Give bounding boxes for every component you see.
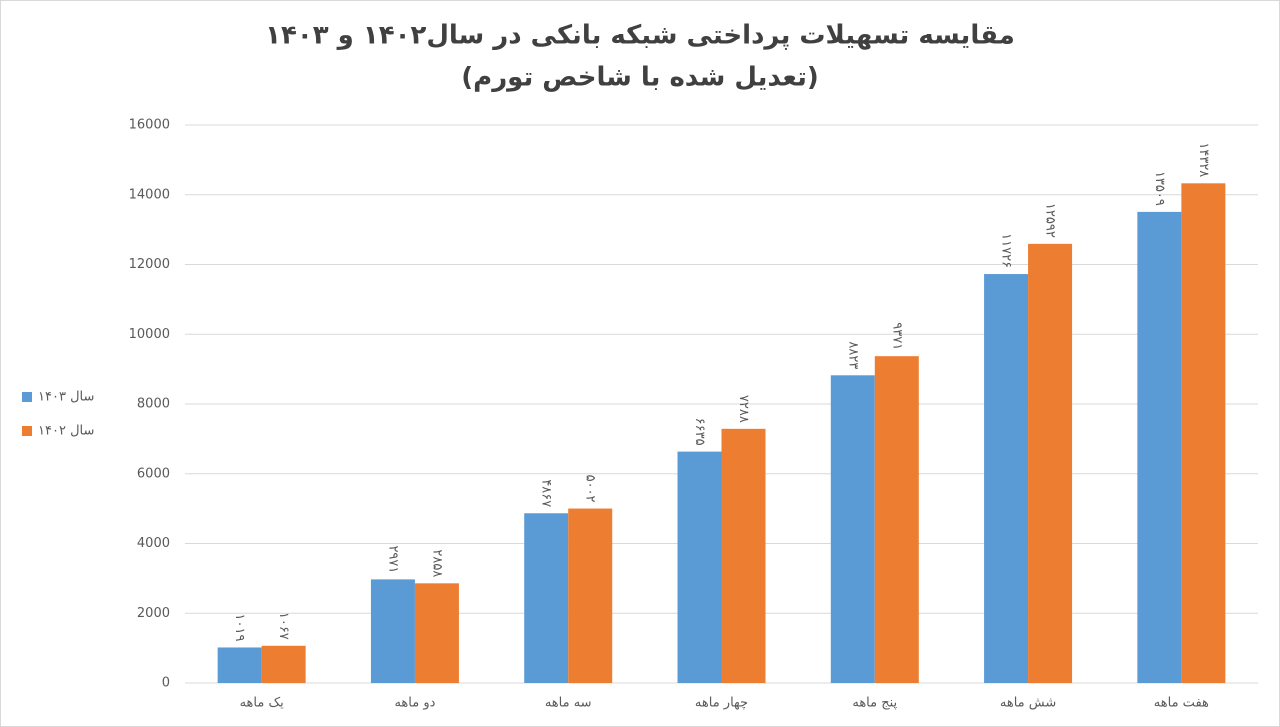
x-tick-label: چهار ماهه bbox=[695, 696, 748, 711]
bar bbox=[984, 274, 1029, 683]
data-label: ۱۴۳۲۸ bbox=[1196, 142, 1211, 177]
x-tick-label: دو ماهه bbox=[394, 696, 435, 711]
bar bbox=[261, 645, 306, 683]
bar bbox=[677, 451, 722, 683]
bar bbox=[524, 513, 569, 683]
data-label: ۵۰۰۲ bbox=[583, 475, 598, 503]
x-tick-label: هفت ماهه bbox=[1154, 696, 1209, 711]
y-tick-label: 10000 bbox=[129, 327, 170, 342]
bar bbox=[568, 508, 613, 683]
data-label: ۱۳۵۰۹ bbox=[1152, 171, 1167, 206]
data-label: ۱۰۱۹ bbox=[232, 614, 247, 642]
data-label: ۶۶۳۵ bbox=[692, 418, 707, 446]
data-label: ۴۸۶۷ bbox=[539, 479, 554, 507]
bar bbox=[1028, 243, 1073, 683]
y-tick-label: 4000 bbox=[137, 536, 170, 551]
x-tick-label: شش ماهه bbox=[1000, 696, 1056, 711]
chart-subtitle: (تعدیل شده با شاخص تورم) bbox=[461, 63, 819, 93]
data-label: ۷۲۸۸ bbox=[736, 395, 751, 423]
bar bbox=[1137, 211, 1182, 683]
data-label: ۸۸۲۳ bbox=[845, 341, 860, 369]
y-tick-label: 0 bbox=[162, 676, 170, 691]
bar bbox=[721, 428, 766, 683]
bar bbox=[1181, 183, 1226, 683]
data-label: ۱۱۷۲۶ bbox=[999, 233, 1014, 268]
y-tick-label: 12000 bbox=[129, 257, 170, 272]
y-tick-label: 16000 bbox=[129, 118, 170, 133]
data-label: ۲۹۷۱ bbox=[385, 545, 400, 573]
legend-label: سال ۱۴۰۲ bbox=[38, 424, 94, 439]
bar bbox=[217, 647, 262, 683]
bar bbox=[414, 583, 459, 683]
data-label: ۱۲۵۹۲ bbox=[1043, 203, 1058, 238]
y-tick-label: 6000 bbox=[137, 466, 170, 481]
y-tick-label: 8000 bbox=[137, 397, 170, 412]
bar bbox=[874, 356, 919, 683]
bar bbox=[830, 375, 875, 683]
bar bbox=[370, 579, 415, 683]
y-tick-label: 2000 bbox=[137, 606, 170, 621]
x-tick-label: سه ماهه bbox=[545, 696, 592, 711]
x-tick-label: پنج ماهه bbox=[852, 696, 897, 711]
chart-title: مقایسه تسهیلات پرداختی شبکه بانکی در سال… bbox=[265, 21, 1015, 51]
legend-label: سال ۱۴۰۳ bbox=[38, 390, 94, 405]
data-label: ۱۰۶۷ bbox=[276, 612, 291, 640]
x-tick-label: یک ماهه bbox=[240, 696, 285, 711]
legend-swatch bbox=[22, 426, 32, 436]
data-label: ۲۸۵۸ bbox=[429, 549, 444, 577]
legend-swatch bbox=[22, 392, 32, 402]
y-tick-label: 14000 bbox=[129, 187, 170, 202]
data-label: ۹۳۷۱ bbox=[889, 322, 904, 350]
